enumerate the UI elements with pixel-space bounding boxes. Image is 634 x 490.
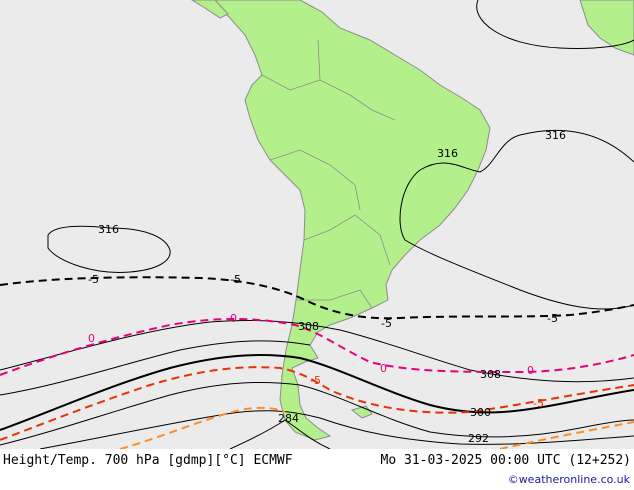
temp-labels: -5 -5 -5 -5 0 0 0 0 -5 -5 (88, 273, 558, 410)
height-label: 316 (545, 129, 566, 142)
contour-308 (0, 319, 634, 383)
temp-label: -5 (547, 312, 558, 325)
temp-label: 0 (527, 364, 534, 377)
isotherm-minus10-east (499, 421, 634, 449)
contour-292 (39, 410, 634, 449)
temp-label: -5 (88, 273, 99, 286)
isotherms (0, 276, 634, 449)
map-footer: Height/Temp. 700 hPa [gdmp][°C] ECMWF Mo… (0, 449, 634, 490)
temp-label: 0 (230, 312, 237, 325)
contour-300 (0, 354, 634, 431)
contour-284 (229, 419, 331, 449)
temp-label: -5 (533, 397, 544, 410)
height-labels: 316 316 316 308 308 300 292 284 (98, 129, 566, 445)
height-label: 308 (298, 320, 319, 333)
height-label: 316 (98, 223, 119, 236)
map-title: Height/Temp. 700 hPa [gdmp][°C] ECMWF (3, 453, 293, 468)
height-label: 300 (470, 406, 491, 419)
temp-label: -5 (381, 317, 392, 330)
temp-label: -5 (310, 374, 321, 387)
height-label: 308 (480, 368, 501, 381)
country-borders (261, 39, 396, 309)
weather-map: 316 316 316 308 308 300 292 284 -5 -5 -5… (0, 0, 634, 449)
central-america-land (579, 0, 634, 56)
isotherm-minus5-south (0, 366, 634, 441)
contour-260 (0, 340, 311, 396)
galapagos-land (191, 0, 229, 19)
temp-label: 0 (380, 362, 387, 375)
temp-label: -5 (230, 273, 241, 286)
isotherm-minus5-north (0, 276, 634, 320)
height-label: 316 (437, 147, 458, 160)
contour-316-east (399, 129, 634, 310)
contour-316-north (476, 0, 634, 49)
south-america-land (211, 0, 491, 441)
temp-label: 0 (88, 332, 95, 345)
contour-298 (0, 381, 634, 446)
height-label: 284 (278, 412, 299, 425)
isotherm-minus10 (119, 406, 286, 449)
credit-link[interactable]: ©weatheronline.co.uk (507, 473, 630, 486)
contour-316-west (47, 225, 171, 273)
forecast-time: Mo 31-03-2025 00:00 UTC (12+252) (380, 453, 631, 468)
map-area[interactable]: 316 316 316 308 308 300 292 284 -5 -5 -5… (0, 0, 634, 449)
height-label: 292 (468, 432, 489, 445)
